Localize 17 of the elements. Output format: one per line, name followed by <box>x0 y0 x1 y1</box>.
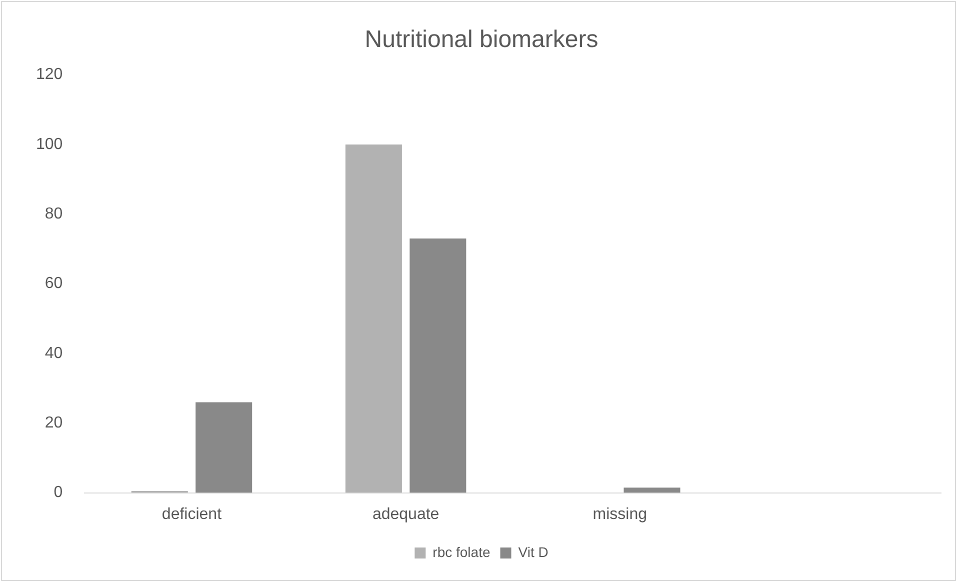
x-tick-label: adequate <box>372 506 440 523</box>
bar <box>410 238 466 493</box>
legend-label: rbc folate <box>432 544 490 560</box>
bar <box>345 144 402 493</box>
y-tick-label: 20 <box>44 414 63 432</box>
bar <box>196 402 252 493</box>
x-tick-label: deficient <box>162 506 222 523</box>
y-tick-label: 100 <box>36 136 63 153</box>
y-tick-label: 80 <box>44 206 63 223</box>
y-tick-label: 0 <box>54 484 63 502</box>
legend-label: Vit D <box>518 544 548 560</box>
y-tick-label: 60 <box>44 275 63 292</box>
x-tick-label: missing <box>592 506 648 523</box>
chart-title: Nutritional biomarkers <box>364 26 598 54</box>
bar <box>624 488 680 493</box>
y-tick-label: 120 <box>36 66 63 84</box>
y-tick-label: 40 <box>44 344 63 362</box>
